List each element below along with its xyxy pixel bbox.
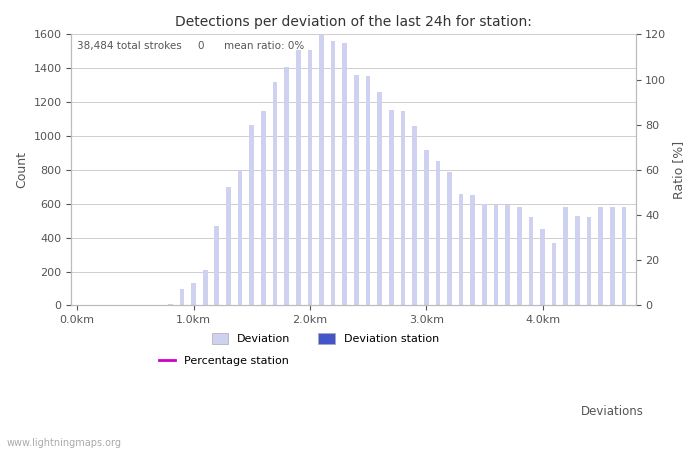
Bar (494, 206, 498, 306)
Bar (610, 207, 615, 306)
Bar (575, 216, 580, 306)
Bar (180, 288, 184, 306)
Bar (552, 243, 556, 306)
Bar (458, 194, 463, 306)
Bar (168, 304, 173, 306)
Bar (203, 270, 207, 306)
Bar (365, 76, 370, 306)
Bar (110, 305, 114, 306)
Bar (156, 305, 161, 306)
Bar (296, 50, 300, 306)
Bar (273, 82, 277, 306)
Bar (249, 125, 254, 306)
Bar (540, 229, 545, 306)
Text: Deviations: Deviations (581, 405, 644, 418)
Bar (238, 170, 242, 306)
Bar (622, 207, 626, 306)
Bar (319, 35, 324, 306)
Bar (470, 195, 475, 306)
Y-axis label: Count: Count (15, 151, 28, 189)
Bar (214, 226, 219, 306)
Title: Detections per deviation of the last 24h for station:: Detections per deviation of the last 24h… (175, 15, 532, 29)
Bar (435, 162, 440, 306)
Bar (598, 207, 603, 306)
Bar (145, 305, 149, 306)
Bar (587, 216, 592, 306)
Bar (528, 217, 533, 306)
Bar (133, 305, 138, 306)
Bar (226, 187, 231, 306)
Bar (389, 110, 393, 306)
Bar (424, 149, 428, 306)
Bar (505, 205, 510, 306)
Y-axis label: Ratio [%]: Ratio [%] (672, 141, 685, 199)
Bar (517, 207, 522, 306)
Bar (377, 92, 382, 306)
Bar (121, 305, 126, 306)
Bar (191, 284, 196, 306)
Bar (75, 305, 80, 306)
Bar (400, 111, 405, 306)
Legend: Percentage station: Percentage station (154, 351, 293, 370)
Bar (98, 305, 103, 306)
Bar (331, 41, 335, 306)
Bar (447, 171, 452, 306)
Text: 38,484 total strokes     0      mean ratio: 0%: 38,484 total strokes 0 mean ratio: 0% (77, 41, 304, 51)
Bar (261, 111, 266, 306)
Bar (482, 204, 486, 306)
Bar (284, 68, 289, 306)
Bar (412, 126, 417, 306)
Bar (564, 207, 568, 306)
Bar (307, 50, 312, 306)
Text: www.lightningmaps.org: www.lightningmaps.org (7, 438, 122, 448)
Bar (87, 305, 91, 306)
Bar (342, 43, 347, 306)
Bar (354, 75, 358, 306)
